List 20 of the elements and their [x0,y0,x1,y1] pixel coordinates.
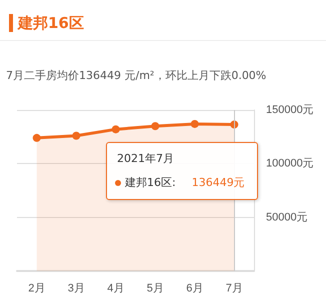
y-tick-label: 150000元 [266,104,314,116]
point [112,125,120,134]
y-tick-label: 100000元 [266,158,314,170]
x-tick-label: 5月 [146,282,164,294]
x-tick-label: 3月 [68,282,85,294]
point [72,132,80,140]
annotation: 136449元 [192,175,245,190]
point [151,122,160,130]
x-tick-label: 4月 [107,282,124,294]
annotation: 2021年7月 [117,151,174,166]
x-tick-label: 7月 [226,282,243,294]
x-tick-label: 6月 [186,282,204,294]
x-tick-label: 2月 [28,282,46,294]
annotation: 建邦16区: [125,175,176,190]
point [32,134,41,142]
legend-label: 建邦16区 [17,14,84,32]
tooltip: 2021年7月 建邦16区: 136449元 [106,142,258,200]
y-tick-label: 50000元 [266,211,308,224]
point [190,120,199,128]
chart-subtitle: 7月二手房均价136449 元/m²，环比上月下跌0.00% [6,68,266,83]
